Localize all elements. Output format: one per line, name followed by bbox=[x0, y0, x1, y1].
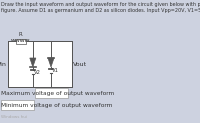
Bar bbox=[1, 100, 34, 110]
Text: Maximum voltage of output waveform: Maximum voltage of output waveform bbox=[1, 91, 115, 95]
Text: Draw the input waveform and output waveform for the circuit given below with pro: Draw the input waveform and output wavef… bbox=[1, 2, 200, 13]
Text: Windows hui: Windows hui bbox=[1, 115, 27, 119]
Text: Vout: Vout bbox=[73, 62, 87, 67]
Text: R: R bbox=[19, 32, 23, 38]
Bar bbox=[16, 38, 26, 44]
Bar bbox=[8, 41, 72, 87]
Text: Vin: Vin bbox=[0, 62, 7, 67]
Bar bbox=[35, 88, 68, 98]
Polygon shape bbox=[48, 58, 54, 67]
Text: V1: V1 bbox=[52, 69, 59, 74]
Text: WWWW: WWWW bbox=[11, 39, 30, 43]
Text: V2: V2 bbox=[34, 69, 41, 75]
Polygon shape bbox=[30, 58, 36, 67]
Text: Minimum voltage of output waveform: Minimum voltage of output waveform bbox=[1, 102, 113, 108]
